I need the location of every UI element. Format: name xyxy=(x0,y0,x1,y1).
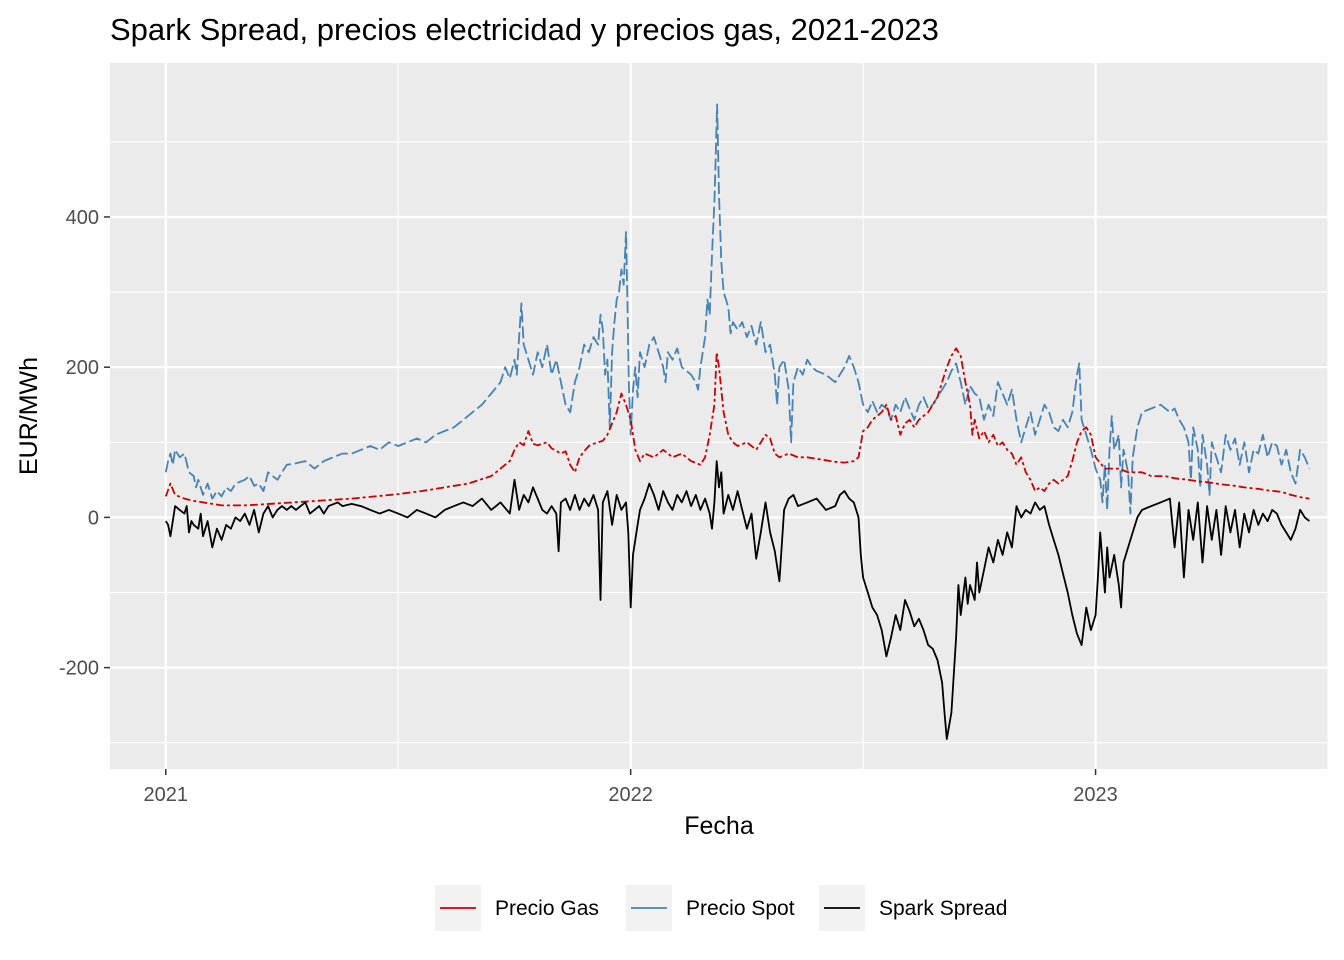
x-tick-label: 2021 xyxy=(144,784,189,806)
y-tick-label: -200 xyxy=(59,658,99,680)
series-line-spark-spread xyxy=(165,460,1310,740)
y-tick-label: 0 xyxy=(88,507,99,529)
legend-label-precio-spot: Precio Spot xyxy=(686,897,795,920)
series-line-precio-spot xyxy=(164,103,1311,515)
plot-panel xyxy=(110,63,1328,769)
y-axis-label: EUR/MWh xyxy=(15,357,43,475)
legend-label-precio-gas: Precio Gas xyxy=(495,897,599,920)
x-tick-label: 2022 xyxy=(608,784,653,806)
y-tick-label: 200 xyxy=(66,357,99,379)
series-line-precio-gas xyxy=(164,347,1310,507)
chart-title: Spark Spread, precios electricidad y pre… xyxy=(110,12,939,47)
legend-label-spark-spread: Spark Spread xyxy=(879,897,1007,920)
legend: Precio Gas Precio Spot Spark Spread xyxy=(435,885,1007,931)
x-axis: 2021 2022 2023 xyxy=(144,769,1118,806)
y-tick-label: 400 xyxy=(66,207,99,229)
x-tick-label: 2023 xyxy=(1073,784,1118,806)
y-axis: -200 0 200 400 xyxy=(59,207,110,680)
x-axis-label: Fecha xyxy=(684,812,754,840)
series-lines xyxy=(164,103,1311,740)
